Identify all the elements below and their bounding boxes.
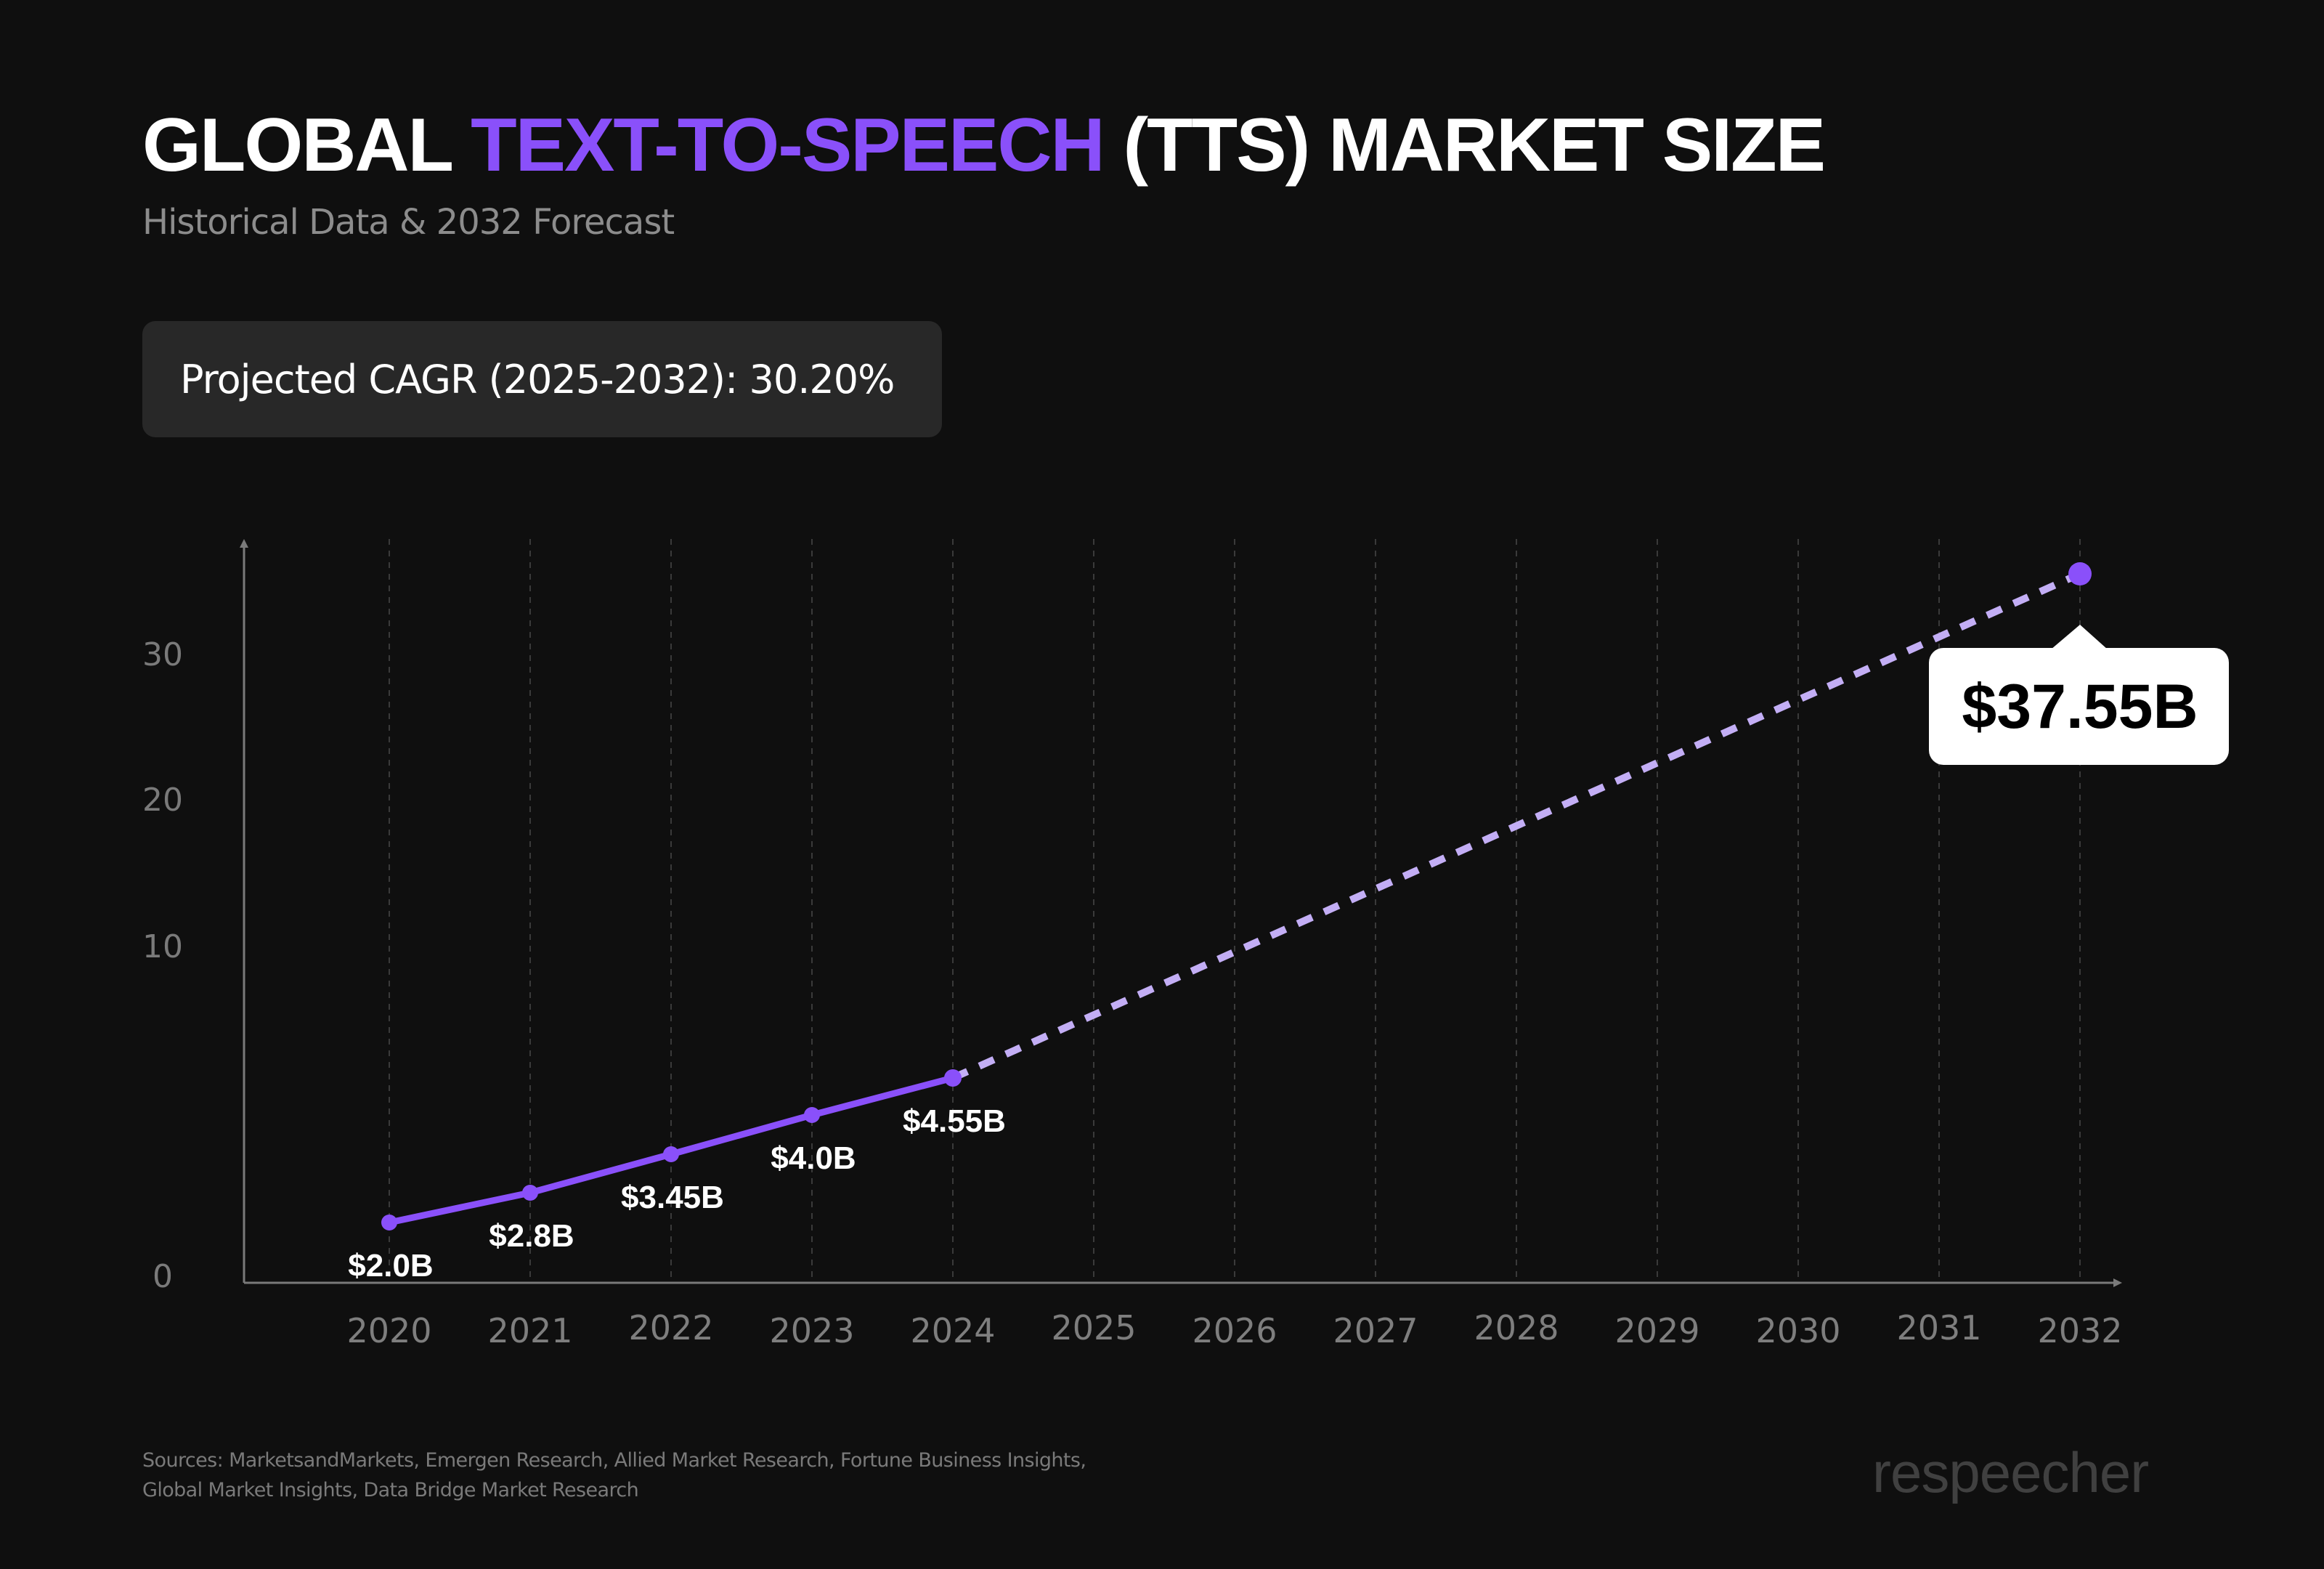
title-part-1: GLOBAL [142, 103, 471, 187]
x-tick-2022: 2022 [628, 1308, 713, 1347]
data-label-2023: $4.0B [771, 1140, 856, 1176]
point-2021 [522, 1185, 538, 1201]
page-subtitle: Historical Data & 2032 Forecast [142, 202, 675, 243]
point-2020 [381, 1215, 397, 1231]
data-label-2024: $4.55B [903, 1103, 1006, 1139]
callout-pointer-icon [2051, 625, 2108, 649]
series-points [381, 562, 2092, 1231]
title-part-2: (TTS) MARKET SIZE [1103, 103, 1826, 187]
y-tick-30: 30 [142, 636, 183, 673]
point-2024 [944, 1069, 962, 1087]
grid-lines [389, 539, 2081, 1283]
x-tick-2030: 2030 [1755, 1311, 1840, 1350]
y-tick-0: 0 [153, 1258, 173, 1295]
x-tick-2021: 2021 [487, 1311, 572, 1350]
data-labels: $2.0B $2.8B $3.45B $4.0B $4.55B [348, 1103, 1006, 1284]
cagr-text: Projected CAGR (2025-2032): 30.20% [180, 356, 895, 402]
x-axis-arrow-icon [2113, 1278, 2122, 1287]
data-label-2020: $2.0B [348, 1248, 433, 1284]
x-tick-2029: 2029 [1614, 1311, 1699, 1350]
x-tick-2024: 2024 [910, 1311, 995, 1350]
point-2022 [663, 1146, 679, 1162]
axes [240, 539, 2122, 1287]
y-tick-10: 10 [142, 928, 183, 965]
point-2032 [2068, 562, 2092, 585]
sources-note: Sources: MarketsandMarkets, Emergen Rese… [142, 1449, 1086, 1501]
x-tick-2023: 2023 [769, 1311, 854, 1350]
x-tick-2025: 2025 [1051, 1308, 1136, 1347]
data-label-2021: $2.8B [489, 1218, 574, 1254]
callout-value: $37.55B [1962, 672, 2198, 742]
page-title: GLOBAL TEXT-TO-SPEECH (TTS) MARKET SIZE [142, 102, 1826, 189]
y-tick-20: 20 [142, 782, 183, 819]
point-2023 [804, 1107, 820, 1123]
y-axis-arrow-icon [240, 539, 248, 548]
x-tick-2027: 2027 [1333, 1311, 1418, 1350]
respeecher-logo: respeecher [1872, 1440, 2149, 1504]
data-label-2022: $3.45B [621, 1180, 724, 1215]
forecast-callout: $37.55B [1929, 625, 2229, 765]
x-tick-2020: 2020 [346, 1311, 431, 1350]
x-tick-labels: 2020 2021 2022 2023 2024 2025 2026 2027 2028 2029… [346, 1308, 2122, 1350]
cagr-badge: Projected CAGR (2025-2032): 30.20% [142, 321, 942, 437]
title-accent: TEXT-TO-SPEECH [471, 103, 1105, 187]
callout-box [1929, 648, 2229, 765]
x-tick-2026: 2026 [1192, 1311, 1277, 1350]
x-tick-2032: 2032 [2037, 1311, 2122, 1350]
x-tick-2028: 2028 [1474, 1308, 1559, 1347]
y-tick-labels: 0 10 20 30 [142, 636, 183, 1295]
x-tick-2031: 2031 [1896, 1308, 1981, 1347]
line-forecast [951, 570, 2082, 1082]
